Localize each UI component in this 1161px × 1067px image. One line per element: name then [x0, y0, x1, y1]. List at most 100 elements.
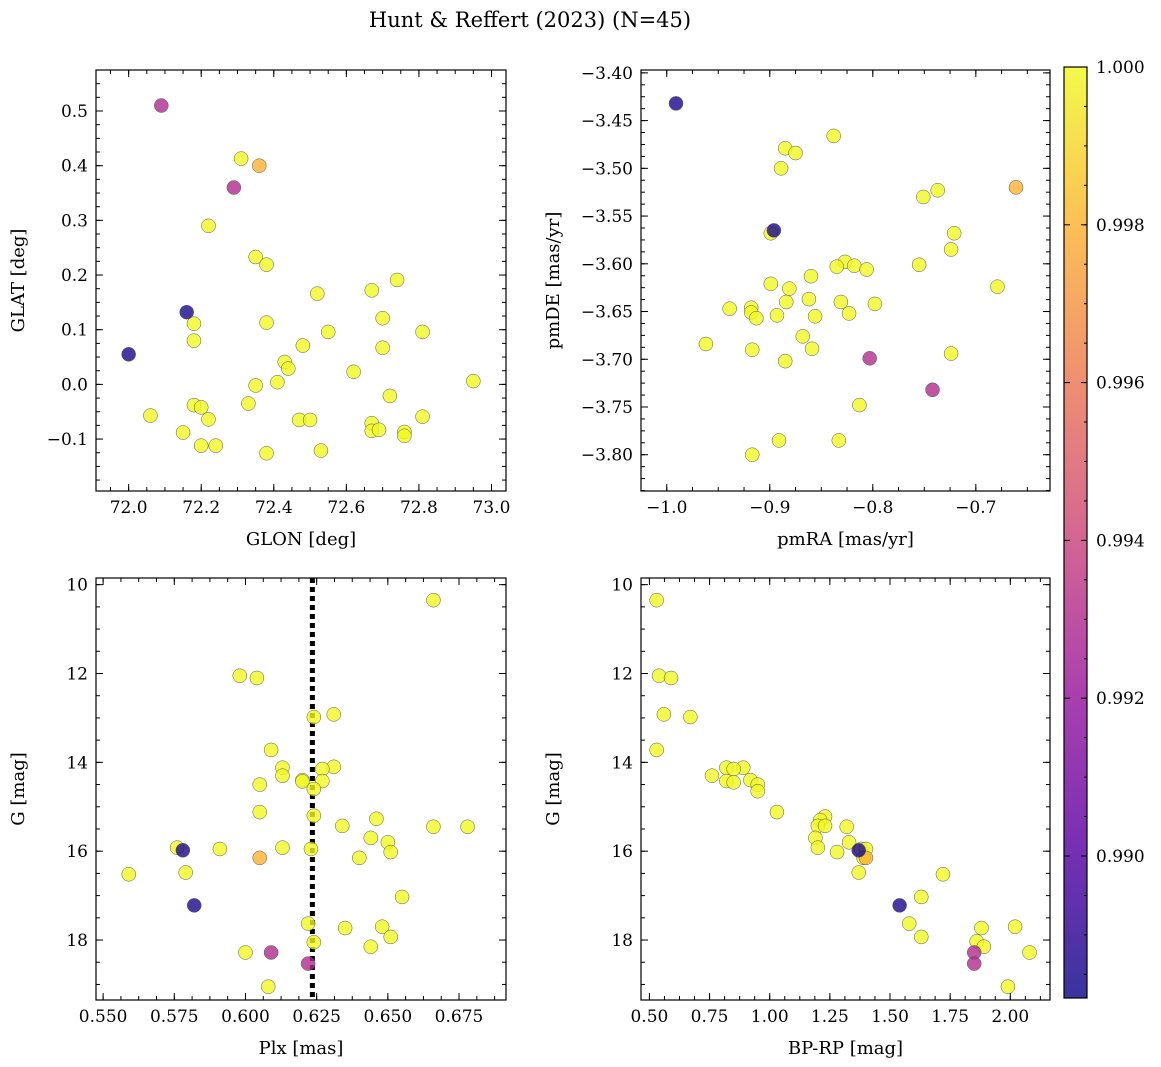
- data-point: [175, 425, 191, 440]
- x-tick-label: 0.675: [435, 1007, 484, 1027]
- data-point: [295, 338, 311, 353]
- data-point: [232, 668, 248, 683]
- data-point: [651, 668, 667, 683]
- data-point: [363, 830, 379, 846]
- data-point: [914, 929, 929, 945]
- data-point: [867, 296, 883, 312]
- data-point: [259, 315, 274, 330]
- data-point: [722, 301, 737, 316]
- data-point: [852, 397, 867, 413]
- data-point: [382, 388, 398, 404]
- colorbar-gradient: [1064, 67, 1087, 998]
- data-point: [352, 850, 367, 866]
- data-point: [121, 347, 136, 362]
- x-tick-label: −0.8: [852, 498, 893, 518]
- plot-frame: [95, 577, 507, 1001]
- data-point: [394, 889, 410, 905]
- data-point: [249, 670, 265, 686]
- data-point: [1007, 919, 1023, 934]
- data-point: [803, 268, 819, 284]
- y-tick-label: 18: [66, 931, 88, 951]
- data-point: [829, 844, 845, 860]
- panels: 72.0 72.2 72.4 72.6 72.8 73.0 −0.1 0.0 0.1 0.2 0.3…: [8, 64, 1051, 1059]
- data-point: [841, 835, 857, 850]
- data-point: [193, 438, 209, 453]
- x-tick-label: 72.0: [110, 498, 148, 518]
- data-point: [326, 707, 341, 722]
- data-point: [248, 378, 263, 393]
- y-tick-label: −3.65: [581, 303, 633, 323]
- data-point: [801, 291, 817, 307]
- data-point: [233, 151, 249, 166]
- x-tick-label: 0.75: [691, 1007, 729, 1027]
- y-tick-label: −3.60: [581, 255, 633, 275]
- data-point: [841, 306, 857, 321]
- data-point: [415, 409, 430, 424]
- data-point: [683, 709, 698, 725]
- y-tick-label: −3.55: [581, 207, 633, 227]
- data-point: [745, 447, 760, 462]
- y-tick-label: 0.2: [61, 266, 88, 286]
- data-point: [346, 364, 361, 380]
- x-axis-label: Plx [mas]: [259, 1038, 344, 1059]
- data-point: [259, 446, 274, 461]
- data-point: [704, 768, 720, 783]
- data-point: [804, 341, 820, 357]
- x-tick-label: 72.4: [255, 498, 293, 518]
- x-tick-label: 2.00: [991, 1007, 1029, 1027]
- x-tick-label: 72.8: [400, 498, 438, 518]
- data-point: [810, 840, 826, 855]
- x-tick-label: 0.600: [221, 1007, 270, 1027]
- data-point: [698, 336, 714, 352]
- x-tick-label: 1.00: [751, 1007, 789, 1027]
- data-point: [335, 818, 350, 834]
- x-tick-label: 0.625: [292, 1007, 341, 1027]
- scatter-panel-3: 0.550 0.575 0.600 0.625 0.650 0.675 10 12 14 16 18…: [8, 576, 507, 1059]
- data-point: [281, 361, 296, 376]
- data-point: [914, 889, 929, 905]
- data-point: [833, 294, 849, 310]
- data-point: [974, 920, 989, 936]
- y-tick-label: 0.3: [61, 211, 88, 231]
- data-point: [337, 920, 353, 936]
- data-point: [261, 979, 276, 994]
- data-point: [186, 333, 202, 348]
- data-point: [1008, 180, 1024, 195]
- y-tick-label: −3.50: [581, 159, 633, 179]
- data-point: [375, 340, 390, 356]
- data-point: [248, 249, 263, 265]
- data-point: [817, 818, 833, 834]
- data-point: [374, 919, 390, 934]
- x-tick-label: −1.0: [646, 498, 687, 518]
- data-point: [763, 276, 779, 292]
- x-tick-label: 1.50: [871, 1007, 909, 1027]
- data-point: [862, 351, 877, 366]
- data-point: [302, 412, 318, 428]
- x-axis-label: pmRA [mas/yr]: [777, 529, 914, 550]
- data-point: [1022, 945, 1037, 960]
- data-point: [295, 774, 310, 789]
- data-point: [375, 310, 390, 326]
- data-point: [946, 225, 962, 241]
- data-point: [364, 283, 380, 298]
- data-point: [179, 304, 194, 320]
- data-point: [363, 939, 379, 954]
- data-point: [275, 768, 290, 783]
- data-point: [310, 286, 325, 301]
- colorbar-tick-label: 0.992: [1096, 689, 1145, 709]
- data-point: [771, 433, 787, 448]
- data-point: [397, 428, 412, 444]
- x-tick-label: 0.575: [150, 1007, 199, 1027]
- x-tick-label: 0.550: [79, 1007, 128, 1027]
- data-point: [750, 783, 765, 799]
- data-point: [320, 324, 336, 340]
- data-point: [859, 262, 874, 277]
- data-point: [902, 916, 917, 931]
- data-point: [300, 916, 316, 931]
- y-tick-label: 16: [611, 842, 633, 862]
- data-point: [389, 272, 405, 288]
- data-point: [839, 819, 854, 835]
- data-point: [212, 841, 228, 857]
- y-tick-label: 18: [611, 931, 633, 951]
